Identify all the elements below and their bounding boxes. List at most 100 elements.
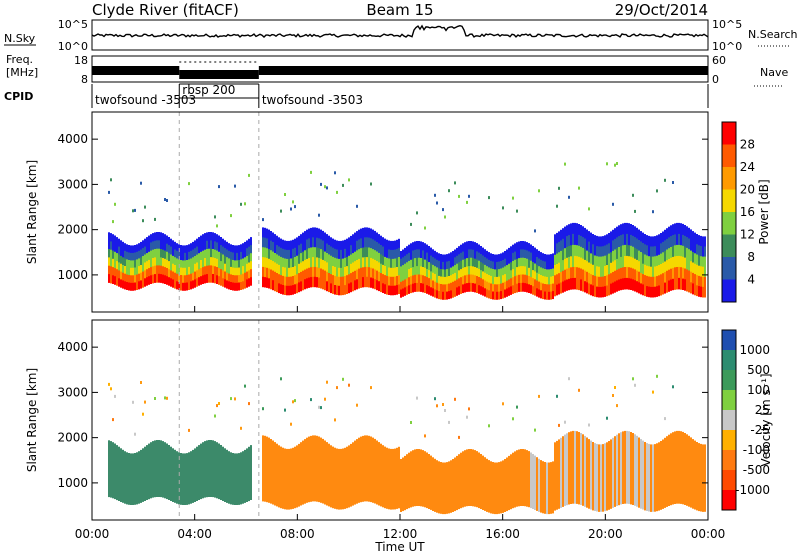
power-cell [188,282,190,290]
velocity-cell [140,449,142,503]
power-cell [614,163,616,167]
power-cell [194,263,196,273]
velocity-cell [302,440,304,505]
velocity-cell [272,440,274,505]
power-cell [628,267,630,279]
velocity-cell [534,455,536,510]
power-cell [654,256,656,267]
power-cell [286,267,288,278]
power-cell [214,241,216,251]
velocity-cell [290,422,292,426]
power-cell [236,267,238,276]
power-cell [270,269,272,280]
power-cell [374,240,376,251]
power-cell [396,257,398,268]
velocity-cell [534,428,536,432]
power-cell [288,276,290,287]
power-cell [350,235,352,246]
power-cell [474,242,476,251]
power-cell [350,245,352,255]
power-cell [698,255,700,267]
power-cell [492,284,494,292]
power-cell [270,259,272,270]
power-cell [124,273,126,282]
power-cell [502,275,504,284]
power-cell [536,249,538,258]
power-cell [680,278,682,290]
power-cell [476,284,478,293]
power-cell [654,266,656,278]
power-cell [678,222,680,235]
power-cell [580,268,582,280]
velocity-cell [416,449,418,506]
velocity-cell [670,433,672,506]
velocity-cell [264,435,266,502]
power-cell [424,276,426,285]
power-cell [162,266,164,276]
power-cell [618,257,620,270]
power-cell [216,242,218,252]
velocity-cell [432,457,434,511]
velocity-cell [116,445,118,501]
power-cell [132,252,134,261]
power-cell [688,227,690,239]
power-cell [354,242,356,253]
velocity-cell [396,447,398,509]
power-cell [586,271,588,283]
power-cell [236,282,238,291]
power-cell [196,246,198,255]
power-cell [520,241,522,250]
power-cell [624,278,626,290]
power-cell [168,253,170,262]
velocity-cell [630,432,632,505]
power-cell [544,284,546,292]
velocity-cell [652,390,654,394]
power-cell [424,251,426,261]
velocity-cell [602,444,604,512]
power-cell [456,263,458,273]
power-cell [370,228,372,239]
power-cell [490,260,492,269]
power-cell [502,282,504,291]
power-cell [562,249,564,261]
velocity-cell [686,434,688,506]
velocity-cell [436,460,438,513]
power-cell [634,280,636,292]
power-cell [112,275,114,284]
velocity-cell [348,383,350,387]
colorbar-swatch [722,330,736,351]
power-cell [584,238,586,250]
power-cell [420,249,422,259]
power-cell [470,266,472,275]
power-cell [702,246,704,258]
power-cell [126,266,128,275]
power-cell [278,246,280,257]
power-cell [466,274,468,284]
velocity-cell [186,453,188,505]
power-cell [360,238,362,249]
power-cell [698,245,700,256]
power-cell [582,247,584,260]
power-cell [354,270,356,281]
velocity-cell [696,442,698,511]
power-cell [550,269,552,278]
velocity-cell [298,443,300,507]
power-cell [666,238,668,251]
power-cell [704,286,706,298]
power-cell [496,284,498,293]
power-cell [454,257,456,266]
power-cell [352,243,354,254]
power-cell [552,261,554,269]
power-cell [228,266,230,275]
power-cell [676,244,678,257]
power-cell [268,258,270,269]
power-cell [174,249,176,258]
power-cell [358,268,360,279]
power-cell [578,234,580,247]
power-cell [336,258,338,268]
colorbar-swatch [722,430,736,451]
velocity-cell [270,439,272,504]
power-cell [480,270,482,279]
power-cell [490,283,492,292]
